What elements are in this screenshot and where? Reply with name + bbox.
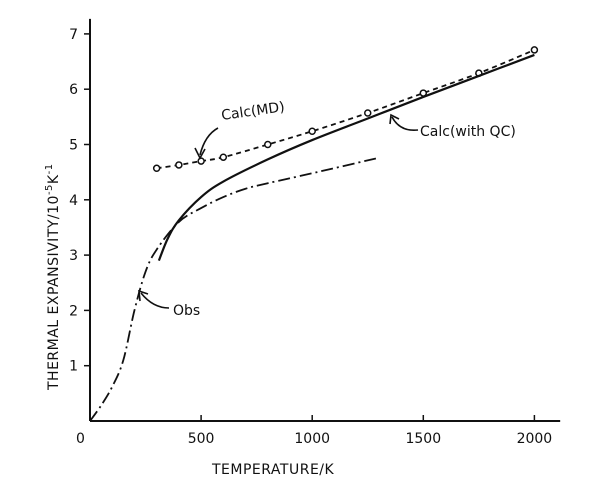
y-axis-label: THERMAL EXPANSIVITY/10-5K-1 bbox=[44, 163, 62, 391]
y-axis-label-exp: -5 bbox=[44, 184, 55, 195]
axes: 0 500 1000 1500 2000 1 2 3 4 5 6 7 bbox=[69, 18, 561, 447]
y-tick-label: 7 bbox=[69, 27, 78, 43]
data-point-calc-md bbox=[530, 46, 539, 54]
y-tick-label: 2 bbox=[69, 303, 78, 319]
x-tick-label: 1000 bbox=[294, 431, 330, 447]
data-point-calc-md bbox=[219, 153, 228, 161]
y-axis-label-main: THERMAL EXPANSIVITY/10 bbox=[46, 195, 62, 391]
x-axis-label: TEMPERATURE/K bbox=[211, 462, 335, 478]
y-tick-label: 3 bbox=[69, 248, 78, 264]
annotation-arrowhead-qc bbox=[389, 113, 400, 125]
annotation-calc-md: Calc(MD) bbox=[220, 99, 285, 124]
y-tick-label: 1 bbox=[69, 359, 78, 375]
series-line-calc-md bbox=[156, 49, 535, 170]
annotation-arrow-obs bbox=[140, 292, 170, 309]
annotation-arrow-md bbox=[199, 127, 219, 156]
annotation-calc-qc: Calc(with QC) bbox=[420, 124, 516, 140]
series-line-obs bbox=[89, 156, 380, 422]
data-point-calc-md bbox=[152, 164, 161, 173]
data-point-calc-md bbox=[364, 109, 372, 117]
data-point-calc-md bbox=[175, 161, 183, 169]
x-tick-label: 500 bbox=[188, 431, 215, 447]
x-tick-label: 0 bbox=[76, 431, 85, 447]
annotation-obs: Obs bbox=[173, 303, 200, 319]
annotation-arrowhead-md bbox=[194, 147, 206, 160]
data-point-calc-md bbox=[197, 157, 205, 165]
data-point-calc-md bbox=[308, 127, 316, 135]
series-line-calc-with-qc bbox=[157, 53, 535, 262]
annotation-arrow-qc bbox=[391, 116, 419, 132]
y-axis-label-unit-exp: -1 bbox=[44, 163, 55, 174]
y-axis-label-unit: K bbox=[46, 174, 62, 184]
y-tick-label: 5 bbox=[69, 138, 78, 154]
series-group bbox=[89, 46, 539, 422]
data-point-calc-md bbox=[264, 140, 272, 149]
y-tick-label: 6 bbox=[69, 82, 78, 98]
y-tick-label: 4 bbox=[69, 193, 78, 209]
x-tick-label: 2000 bbox=[517, 431, 553, 447]
x-tick-label: 1500 bbox=[405, 431, 441, 447]
annotation-arrowhead-obs bbox=[138, 289, 149, 302]
